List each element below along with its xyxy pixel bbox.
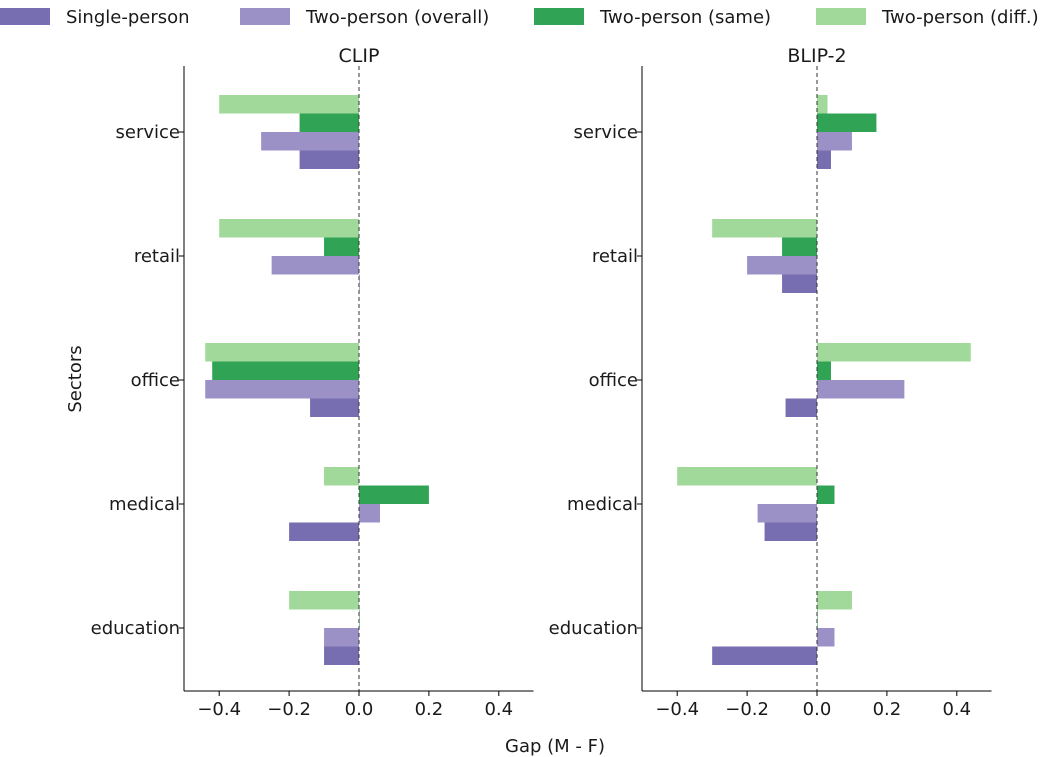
panel-clip: CLIP service retail office medical education −… bbox=[91, 45, 534, 720]
bar-two-person-diff-medical bbox=[677, 467, 817, 486]
y-tick-label-retail: retail bbox=[134, 246, 180, 267]
y-tick-label-medical: medical bbox=[109, 494, 180, 515]
y-tick-label-education: education bbox=[549, 618, 638, 639]
y-tick-label-office: office bbox=[589, 370, 638, 391]
bar-two-person-diff-education bbox=[817, 591, 852, 610]
x-tick-label: 0.0 bbox=[803, 699, 832, 720]
bar-two-person-diff-retail bbox=[219, 219, 359, 238]
x-tick-label: 0.4 bbox=[942, 699, 971, 720]
bar-two-person-same-education bbox=[359, 609, 360, 628]
bar-two-person-diff-service bbox=[219, 95, 359, 114]
x-tick-label: −0.2 bbox=[267, 699, 311, 720]
x-tick-label: 0.0 bbox=[345, 699, 374, 720]
bar-two-person-same-medical bbox=[817, 485, 835, 504]
bar-two-person-diff-office bbox=[205, 343, 359, 362]
legend-swatch-two-person-same bbox=[534, 8, 584, 25]
y-tick-label-service: service bbox=[116, 122, 180, 143]
bar-two-person-overall-office bbox=[205, 380, 359, 399]
x-tick-label: 0.4 bbox=[484, 699, 513, 720]
bar-two-person-overall-education bbox=[324, 628, 359, 647]
bar-two-person-overall-service bbox=[817, 132, 852, 151]
bar-two-person-same-office bbox=[817, 361, 831, 380]
bar-two-person-same-education bbox=[817, 609, 818, 628]
panel-blip-2: BLIP-2 service retail office medical educatio… bbox=[549, 45, 992, 720]
bar-single-person-service bbox=[817, 150, 831, 169]
bar-single-person-service bbox=[299, 150, 359, 169]
y-tick-label-service: service bbox=[574, 122, 638, 143]
legend-label-two-person-same: Two-person (same) bbox=[599, 7, 771, 28]
bar-single-person-office bbox=[785, 398, 817, 417]
bar-single-person-medical bbox=[764, 522, 817, 541]
legend-label-two-person-diff: Two-person (diff.) bbox=[881, 7, 1039, 28]
bar-two-person-overall-medical bbox=[359, 504, 380, 523]
bar-two-person-overall-service bbox=[261, 132, 359, 151]
bar-two-person-diff-service bbox=[817, 95, 828, 114]
x-axis-label: Gap (M - F) bbox=[505, 736, 605, 757]
legend-label-single-person: Single-person bbox=[66, 7, 190, 28]
x-tick-label: −0.4 bbox=[197, 699, 241, 720]
bar-two-person-same-service bbox=[299, 113, 359, 132]
bar-two-person-overall-education bbox=[817, 628, 835, 647]
legend-swatch-two-person-overall bbox=[240, 8, 290, 25]
bar-two-person-diff-retail bbox=[712, 219, 817, 238]
y-tick-label-office: office bbox=[131, 370, 180, 391]
bar-single-person-retail bbox=[782, 274, 817, 293]
bar-two-person-diff-medical bbox=[324, 467, 359, 486]
bar-two-person-same-office bbox=[212, 361, 359, 380]
x-tick-label: −0.2 bbox=[725, 699, 769, 720]
panel-title: CLIP bbox=[339, 45, 380, 67]
bar-two-person-overall-medical bbox=[757, 504, 817, 523]
bar-two-person-diff-education bbox=[289, 591, 359, 610]
panels: CLIP service retail office medical education −… bbox=[91, 45, 992, 720]
x-tick-label: 0.2 bbox=[415, 699, 444, 720]
bar-two-person-same-medical bbox=[359, 485, 429, 504]
bar-two-person-same-retail bbox=[782, 237, 817, 256]
bar-single-person-education bbox=[324, 646, 359, 665]
y-axis-label: Sectors bbox=[65, 345, 86, 412]
bar-two-person-same-retail bbox=[324, 237, 359, 256]
x-tick-label: 0.2 bbox=[873, 699, 902, 720]
x-tick-label: −0.4 bbox=[655, 699, 699, 720]
bar-two-person-same-service bbox=[817, 113, 877, 132]
bar-two-person-overall-retail bbox=[747, 256, 817, 275]
legend-label-two-person-overall: Two-person (overall) bbox=[305, 7, 489, 28]
bar-two-person-overall-office bbox=[817, 380, 905, 399]
bar-single-person-office bbox=[310, 398, 359, 417]
legend-swatch-two-person-diff bbox=[816, 8, 866, 25]
bar-two-person-diff-office bbox=[817, 343, 971, 362]
y-tick-label-medical: medical bbox=[567, 494, 638, 515]
legend: Single-person Two-person (overall) Two-per… bbox=[0, 7, 1039, 28]
bar-single-person-medical bbox=[289, 522, 359, 541]
y-tick-label-education: education bbox=[91, 618, 180, 639]
legend-swatch-single-person bbox=[0, 8, 50, 25]
y-tick-label-retail: retail bbox=[592, 246, 638, 267]
bar-single-person-education bbox=[712, 646, 817, 665]
panel-title: BLIP-2 bbox=[787, 45, 846, 67]
bar-two-person-overall-retail bbox=[271, 256, 359, 275]
